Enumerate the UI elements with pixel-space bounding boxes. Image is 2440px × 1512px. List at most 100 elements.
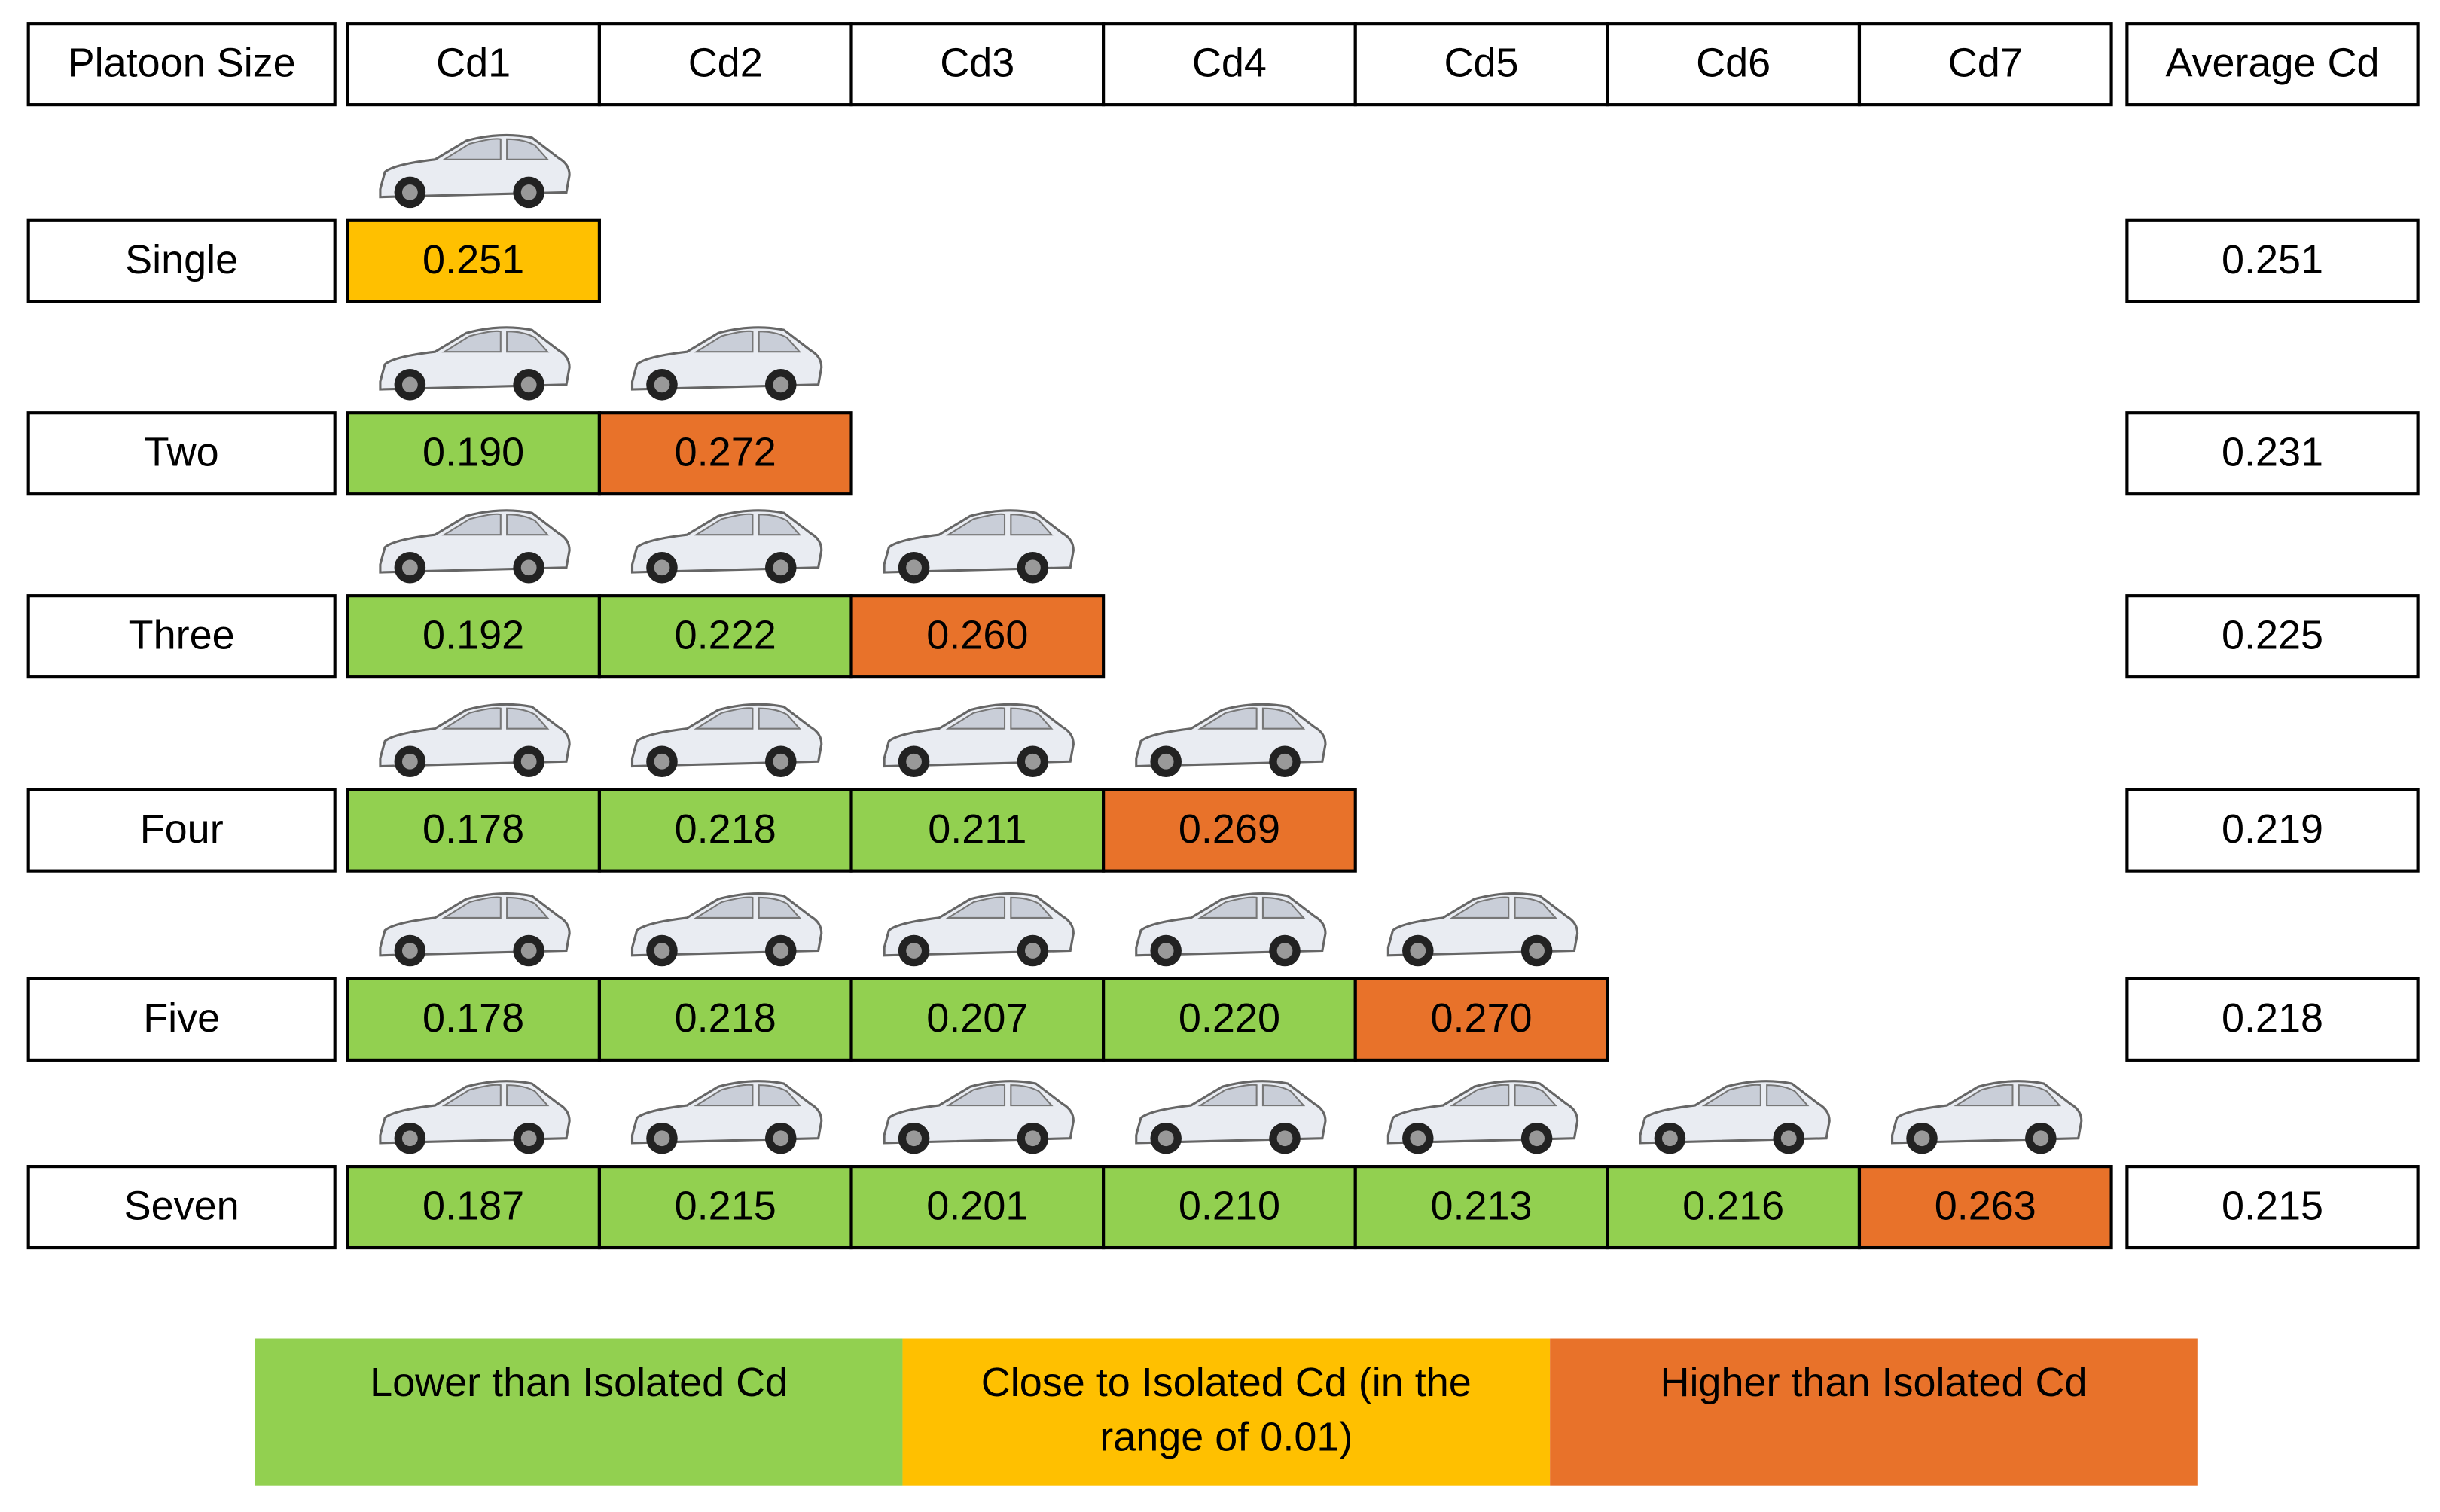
header-cell-text: Cd5 (1444, 40, 1519, 85)
cd-cell-text: 0.260 (926, 612, 1028, 657)
car (1386, 892, 1579, 968)
cd-cell-text: 0.201 (926, 1183, 1028, 1228)
average-cell (2125, 218, 2420, 303)
average-cell-text: 0.218 (2222, 995, 2323, 1041)
car (1891, 1080, 2083, 1156)
car (379, 1080, 571, 1156)
header-cell-text: Cd2 (688, 40, 763, 85)
legend-swatch (1550, 1338, 2198, 1486)
car (883, 703, 1075, 779)
header-cell (2125, 22, 2420, 107)
row-label-text: Five (143, 995, 220, 1041)
header-cell (1857, 22, 2113, 107)
cd-cell-text: 0.178 (422, 995, 524, 1041)
cd-cell (1606, 1165, 1862, 1250)
row-label (26, 977, 337, 1062)
car (1386, 1080, 1579, 1156)
car (379, 703, 571, 779)
car (379, 326, 571, 402)
cd-cell (346, 977, 601, 1062)
cd-cell-text: 0.178 (422, 806, 524, 852)
cd-cell-text: 0.220 (1179, 995, 1280, 1041)
cd-cell-text: 0.222 (675, 612, 776, 657)
header-cell-text: Platoon Size (68, 40, 296, 85)
header-cell (597, 22, 853, 107)
cd-cell-text: 0.218 (675, 806, 776, 852)
cd-cell (849, 977, 1106, 1062)
average-cell (2125, 977, 2420, 1062)
row-label-text: Three (129, 612, 235, 657)
cd-cell-text: 0.210 (1179, 1183, 1280, 1228)
legend-swatch (255, 1338, 903, 1486)
car (379, 133, 571, 209)
legend-swatch (902, 1338, 1551, 1486)
header-cell-text: Cd6 (1696, 40, 1771, 85)
cd-cell (849, 1165, 1106, 1250)
average-cell-text: 0.225 (2222, 612, 2323, 657)
cd-cell-text: 0.218 (675, 995, 776, 1041)
cd-cell (346, 594, 601, 679)
cd-cell-text: 0.213 (1431, 1183, 1533, 1228)
cd-cell (849, 594, 1106, 679)
header-cell-text: Cd7 (1948, 40, 2023, 85)
cd-cell-text: 0.216 (1682, 1183, 1784, 1228)
row-label-text: Seven (124, 1183, 239, 1228)
average-cell-text: 0.251 (2222, 237, 2323, 282)
car (1639, 1080, 1831, 1156)
cd-cell (597, 594, 853, 679)
cd-cell (1102, 788, 1357, 873)
cd-cell-text: 0.215 (675, 1183, 776, 1228)
cd-cell-text: 0.211 (928, 806, 1026, 852)
cd-cell (346, 788, 601, 873)
car (630, 509, 823, 585)
car (883, 1080, 1075, 1156)
average-cell (2125, 594, 2420, 679)
cd-cell (1353, 977, 1609, 1062)
cd-cell (849, 788, 1106, 873)
cd-cell-text: 0.251 (422, 237, 524, 282)
row-label-text: Four (140, 806, 224, 852)
car (883, 509, 1075, 585)
legend-text: range of 0.01) (1100, 1415, 1353, 1460)
average-cell (2125, 411, 2420, 496)
row-label-text: Two (145, 430, 219, 475)
header-cell (346, 22, 601, 107)
average-cell (2125, 1165, 2420, 1250)
cd-cell-text: 0.272 (675, 430, 776, 475)
row-label (26, 411, 337, 496)
header-cell-text: Cd4 (1192, 40, 1267, 85)
header-cell-text: Cd3 (940, 40, 1014, 85)
cd-cell-text: 0.190 (422, 430, 524, 475)
average-cell-text: 0.215 (2222, 1183, 2323, 1228)
car (630, 892, 823, 968)
header-cell-text: Average Cd (2165, 40, 2379, 85)
cd-cell (346, 218, 601, 303)
cd-cell (597, 1165, 853, 1250)
car (630, 1080, 823, 1156)
cd-cell-text: 0.263 (1935, 1183, 2036, 1228)
average-cell-text: 0.219 (2222, 806, 2323, 852)
car (1135, 892, 1327, 968)
average-cell-text: 0.231 (2222, 430, 2323, 475)
header-cell (1606, 22, 1862, 107)
cd-cell (1857, 1165, 2113, 1250)
row-label (26, 218, 337, 303)
row-label (26, 788, 337, 873)
cd-cell (346, 411, 601, 496)
cd-cell (1353, 1165, 1609, 1250)
legend-text: Lower than Isolated Cd (370, 1360, 788, 1405)
car (1135, 703, 1327, 779)
cd-cell-text: 0.207 (926, 995, 1028, 1041)
cd-cell (346, 1165, 601, 1250)
cd-cell-text: 0.187 (422, 1183, 524, 1228)
header-cell-text: Cd1 (436, 40, 511, 85)
cd-cell (597, 411, 853, 496)
car (379, 892, 571, 968)
row-label-text: Single (125, 237, 238, 282)
legend-text: Higher than Isolated Cd (1660, 1360, 2087, 1405)
car (1135, 1080, 1327, 1156)
row-label (26, 1165, 337, 1250)
car (630, 326, 823, 402)
cd-cell-text: 0.269 (1179, 806, 1280, 852)
